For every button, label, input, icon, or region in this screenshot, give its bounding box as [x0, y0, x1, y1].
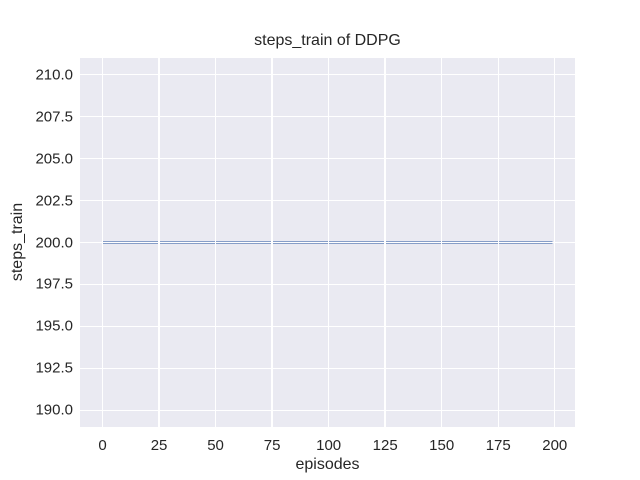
x-tick-label: 150: [429, 437, 455, 454]
x-tick-label: 50: [207, 437, 224, 454]
y-tick-label: 192.5: [35, 359, 73, 377]
y-tick-label: 202.5: [35, 192, 73, 210]
y-gridline: [80, 325, 575, 328]
x-tick-label: 175: [485, 437, 511, 454]
y-gridline: [80, 409, 575, 411]
y-gridline: [80, 241, 575, 244]
x-tick-label: 125: [372, 437, 398, 454]
plot-area: [80, 58, 575, 427]
chart-title: steps_train of DDPG: [254, 32, 401, 49]
x-tick-label: 0: [98, 437, 107, 454]
y-gridline: [80, 199, 575, 202]
y-gridline: [80, 283, 575, 286]
x-tick-label: 100: [316, 437, 342, 454]
y-axis-label: steps_train: [9, 202, 26, 282]
x-axis-label: episodes: [295, 456, 360, 473]
y-gridline: [80, 116, 575, 118]
y-gridline: [80, 157, 575, 160]
y-tick-label: 195.0: [35, 317, 73, 335]
y-gridline: [80, 367, 575, 369]
y-gridline: [80, 74, 575, 76]
x-tick-label: 75: [263, 437, 281, 454]
y-tick-label: 200.0: [35, 234, 73, 251]
x-tick-label: 200: [542, 437, 568, 454]
y-tick-label: 205.0: [35, 150, 73, 168]
x-tick-label: 25: [150, 437, 168, 454]
y-tick-label: 197.5: [35, 275, 73, 293]
y-tick-label: 190.0: [35, 401, 73, 419]
y-tick-label: 207.5: [35, 108, 73, 126]
y-tick-label: 210.0: [35, 66, 73, 84]
